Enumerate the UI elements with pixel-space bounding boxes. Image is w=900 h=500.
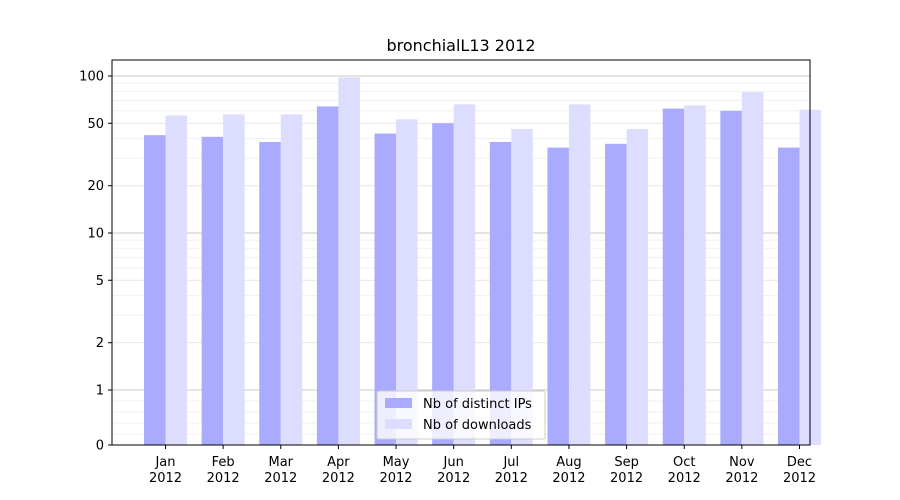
bar-distinct-ips	[259, 141, 281, 445]
bar-downloads	[741, 92, 764, 446]
x-tick-label-year: 2012	[610, 471, 643, 486]
x-tick-label-month: Sep	[614, 455, 639, 470]
x-tick-label-month: Oct	[673, 455, 695, 470]
x-tick-label-month: Aug	[556, 455, 581, 470]
y-tick-label: 2	[96, 336, 104, 351]
x-tick-label-month: Jan	[154, 455, 175, 470]
x-tick-label-month: Dec	[787, 455, 812, 470]
bar-distinct-ips	[720, 110, 742, 445]
y-tick-label: 100	[79, 70, 104, 85]
x-tick-label-month: Apr	[327, 455, 350, 470]
bar-distinct-ips	[605, 143, 627, 445]
x-tick-label-year: 2012	[264, 471, 297, 486]
x-tick-label-year: 2012	[149, 471, 182, 486]
legend-box	[376, 390, 546, 440]
x-tick-label-month: Nov	[729, 455, 755, 470]
y-tick-label: 20	[87, 179, 104, 194]
y-tick-label: 50	[87, 117, 104, 132]
bar-distinct-ips	[201, 136, 224, 445]
legend: Nb of distinct IPs Nb of downloads	[376, 390, 546, 440]
bar-downloads	[568, 104, 591, 445]
x-tick-label-year: 2012	[783, 471, 816, 486]
bar-downloads	[511, 128, 533, 445]
y-tick-label: 0	[96, 439, 104, 454]
y-tick-label: 10	[87, 227, 104, 242]
legend-swatch-downloads	[385, 419, 412, 429]
bar-downloads	[684, 105, 706, 445]
legend-label-downloads: Nb of downloads	[423, 418, 532, 433]
x-tick-label-year: 2012	[437, 471, 470, 486]
x-tick-label-year: 2012	[668, 471, 701, 486]
bar-distinct-ips	[316, 106, 339, 445]
bar-distinct-ips	[662, 108, 685, 445]
x-tick-label-year: 2012	[725, 471, 758, 486]
x-tick-label-year: 2012	[207, 471, 240, 486]
x-tick-label-year: 2012	[495, 471, 528, 486]
bar-distinct-ips	[778, 147, 800, 446]
bar-distinct-ips	[489, 141, 512, 445]
x-tick-label-month: Jun	[443, 455, 464, 470]
x-tick-label-year: 2012	[379, 471, 412, 486]
legend-label-distinct-ips: Nb of distinct IPs	[423, 397, 532, 412]
bar-downloads	[338, 77, 360, 445]
x-tick-label-month: Jul	[502, 455, 519, 470]
bar-downloads	[165, 115, 187, 445]
bar-distinct-ips	[547, 147, 569, 446]
bar-downloads	[280, 114, 303, 446]
plot-area-frame	[111, 59, 811, 446]
bar-distinct-ips	[432, 123, 454, 445]
bar-downloads	[223, 114, 245, 446]
bar-distinct-ips	[374, 133, 397, 445]
x-axis: Jan2012Feb2012Mar2012Apr2012May2012Jun20…	[149, 445, 816, 486]
bar-distinct-ips	[144, 135, 166, 446]
bar-downloads	[396, 119, 418, 445]
bar-downloads	[453, 104, 476, 445]
x-tick-label-month: Feb	[212, 455, 235, 470]
x-tick-label-year: 2012	[552, 471, 585, 486]
y-tick-label: 5	[96, 274, 104, 289]
y-tick-label: 1	[96, 384, 104, 399]
y-axis: 0 1 2 5 10 20 50 100	[79, 70, 112, 454]
x-tick-label-month: May	[383, 455, 410, 470]
bars-layer	[144, 77, 821, 446]
bar-downloads	[626, 128, 649, 445]
x-tick-label-month: Mar	[269, 455, 294, 470]
x-tick-label-year: 2012	[322, 471, 355, 486]
chart-title: bronchialL13 2012	[386, 36, 535, 55]
legend-swatch-distinct-ips	[385, 398, 412, 408]
